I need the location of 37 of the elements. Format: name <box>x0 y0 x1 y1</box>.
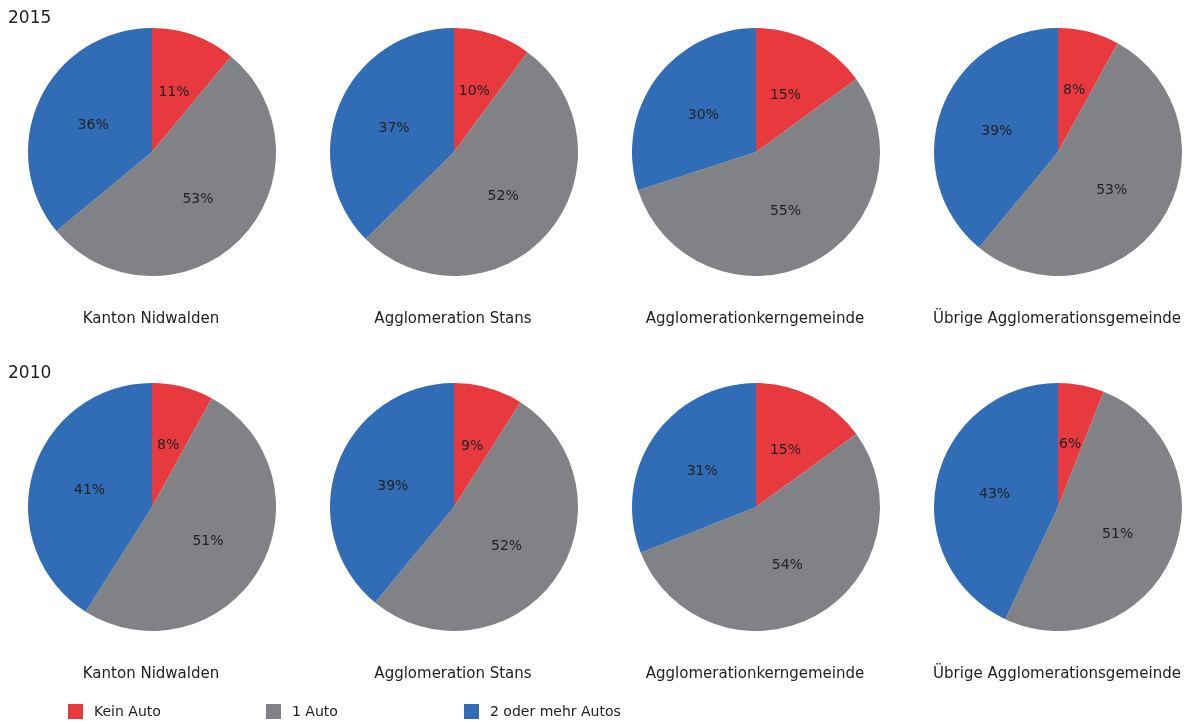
data-label: 15% <box>769 441 802 458</box>
data-label: 52% <box>491 537 523 554</box>
legend-label: Kein Auto <box>94 703 161 719</box>
data-label: 8% <box>1063 81 1086 98</box>
text: Agglomeration Stans <box>374 308 532 327</box>
data-label: 53% <box>1096 180 1128 197</box>
data-label: 10% <box>458 82 490 99</box>
data-label: 41% <box>74 480 106 497</box>
text: Übrige Agglomerationsgemeinde <box>933 307 1181 327</box>
data-label: 11% <box>158 82 190 99</box>
data-label: 31% <box>686 462 718 479</box>
data-label: 15% <box>769 86 802 103</box>
data-label: 36% <box>77 116 109 133</box>
data-label: 6% <box>1059 435 1082 452</box>
data-label: 52% <box>487 186 519 203</box>
data-label: 55% <box>769 201 802 218</box>
data-label: 43% <box>979 484 1011 501</box>
legend-label: 1 Auto <box>292 703 338 719</box>
text: 2015 <box>8 6 52 27</box>
data-label: 51% <box>1102 524 1134 541</box>
data-label: 8% <box>157 436 180 453</box>
text: Kanton Nidwalden <box>82 308 220 327</box>
data-label: 9% <box>461 436 484 453</box>
text: Agglomerationkerngemeinde <box>645 308 865 327</box>
data-label: 39% <box>377 476 409 493</box>
data-label: 51% <box>192 532 224 549</box>
text: 2010 <box>8 361 52 382</box>
data-label: 54% <box>771 555 803 572</box>
data-label: 53% <box>182 189 214 206</box>
text: Übrige Agglomerationsgemeinde <box>933 662 1181 682</box>
text: Kanton Nidwalden <box>82 663 220 682</box>
text: Agglomeration Stans <box>374 663 532 682</box>
text: Agglomerationkerngemeinde <box>645 663 865 682</box>
data-label: 30% <box>687 105 719 122</box>
data-label: 37% <box>378 118 410 135</box>
data-label: 39% <box>981 121 1013 138</box>
legend-label: 2 oder mehr Autos <box>490 703 621 719</box>
